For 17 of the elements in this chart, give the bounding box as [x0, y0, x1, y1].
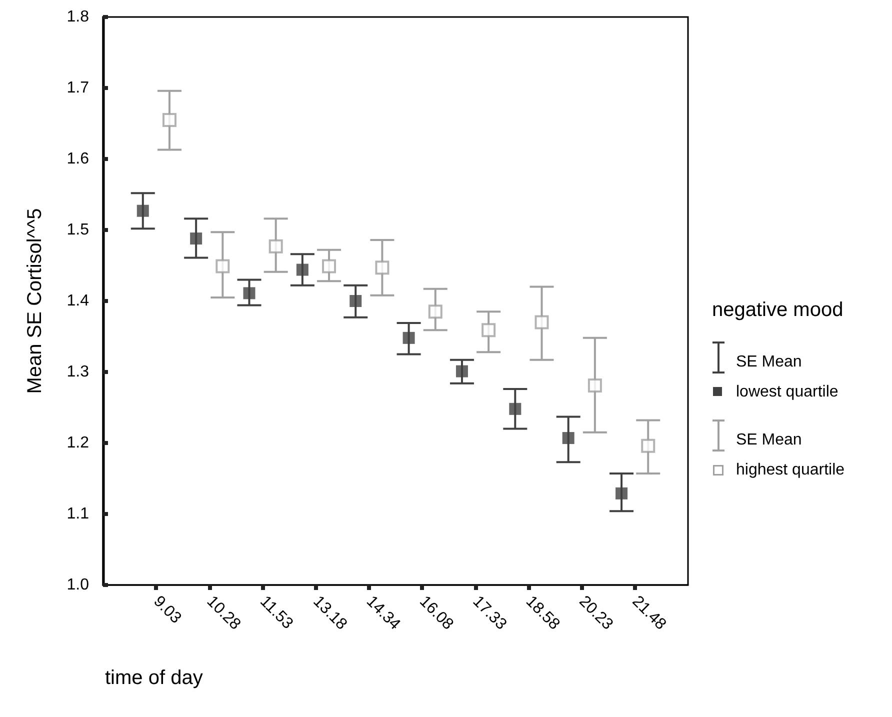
y-tick-label: 1.5 [66, 222, 90, 238]
legend-label: lowest quartile [736, 384, 838, 400]
text: SE Mean [736, 354, 802, 370]
y-tick-label: 1.4 [66, 292, 90, 310]
y-tick-label: 1.0 [66, 576, 90, 594]
text: SE Mean [736, 432, 802, 448]
y-tick-label: 1.6 [66, 150, 90, 168]
y-tick-label: 1.8 [66, 8, 90, 26]
x-axis-title: time of day [105, 667, 203, 689]
y-tick-label: 1.7 [66, 80, 90, 96]
y-tick-label: 1.3 [66, 364, 90, 380]
y-tick-label: 1.1 [66, 506, 90, 522]
legend-title: negative mood [712, 299, 844, 321]
y-axis-title: Mean SE Cortisol^^5 [24, 208, 46, 394]
y-tick-label: 1.2 [66, 434, 90, 452]
x-tick-label: 9.03 [150, 592, 184, 628]
legend-label: highest quartile [736, 462, 845, 478]
